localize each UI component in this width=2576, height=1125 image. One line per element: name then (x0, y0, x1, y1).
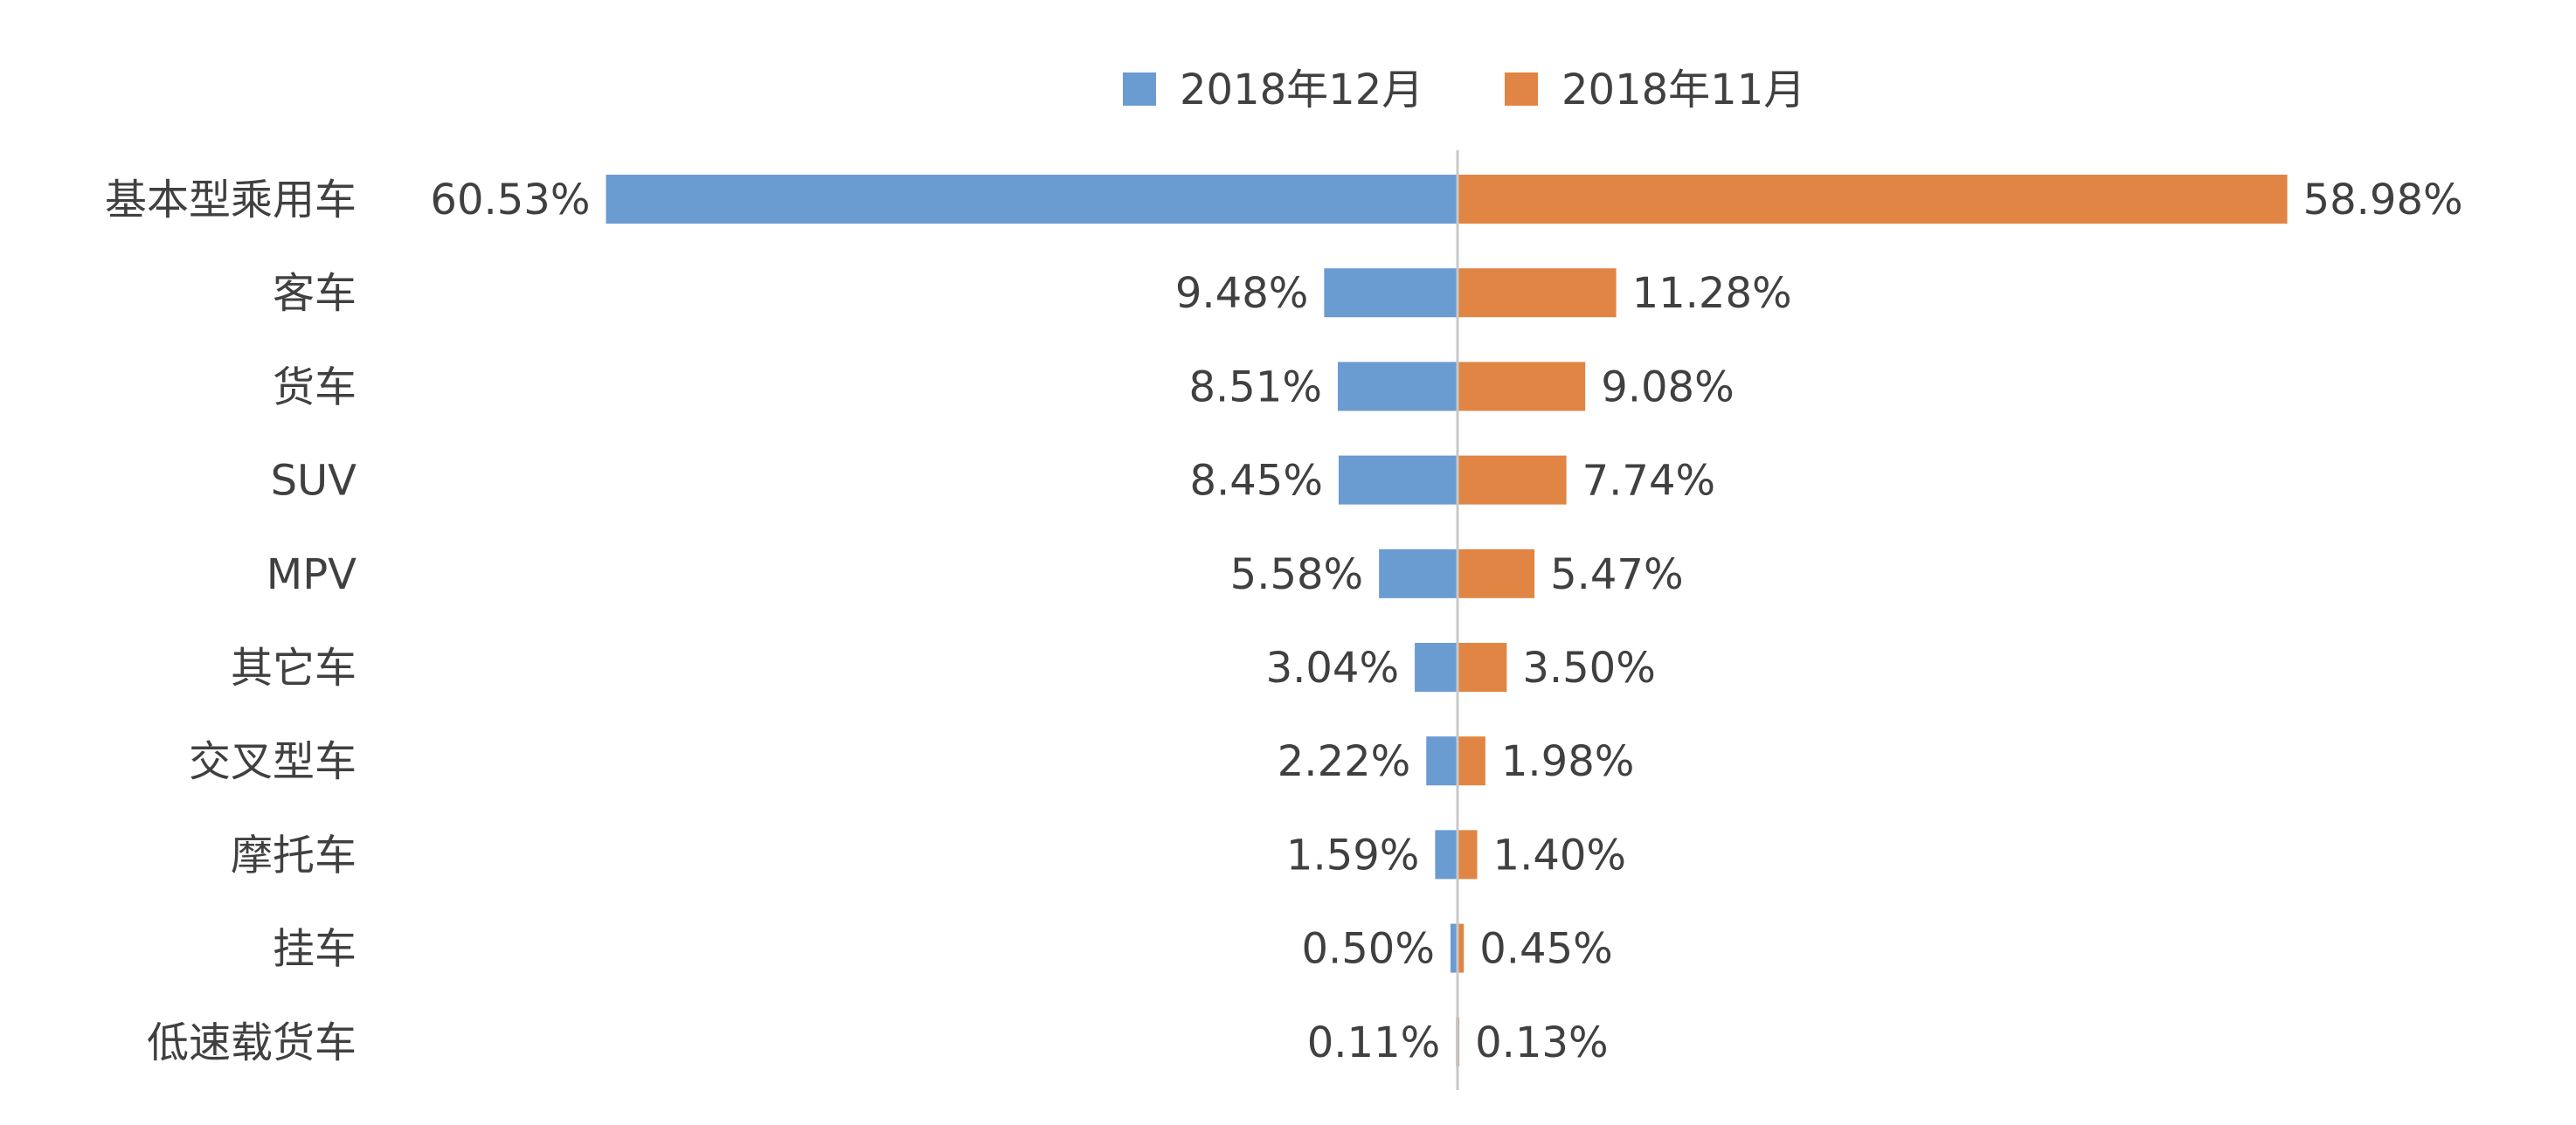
category-label-5: 其它车 (231, 644, 357, 693)
bar-dec-4 (1379, 549, 1458, 598)
value-label-dec-7: 1.59% (1286, 831, 1419, 880)
bar-dec-3 (1338, 455, 1458, 505)
category-label-7: 摩托车 (231, 831, 357, 880)
legend-label-1: 2018年11月 (1562, 66, 1805, 114)
value-label-nov-4: 5.47% (1550, 550, 1683, 599)
value-label-nov-5: 3.50% (1522, 644, 1655, 693)
value-label-dec-5: 3.04% (1266, 644, 1399, 693)
value-label-dec-9: 0.11% (1307, 1018, 1440, 1067)
value-labels: 60.53% 58.98% 9.48% 11.28% 8.51% 9.08% 8.45% 7.… (430, 176, 2462, 1067)
legend: 2018年12月 2018年11月 (1123, 66, 1805, 114)
value-label-dec-0: 60.53% (430, 176, 590, 224)
value-label-nov-8: 0.45% (1479, 925, 1612, 974)
category-label-1: 客车 (273, 269, 357, 318)
bar-nov-2 (1458, 362, 1586, 411)
category-label-8: 挂车 (273, 925, 357, 974)
value-label-dec-1: 9.48% (1175, 269, 1308, 318)
value-label-nov-9: 0.13% (1475, 1018, 1608, 1067)
category-label-9: 低速载货车 (147, 1018, 357, 1067)
legend-label-0: 2018年12月 (1180, 66, 1423, 114)
bar-nov-4 (1458, 549, 1535, 598)
category-label-4: MPV (267, 550, 357, 599)
bar-nov-0 (1458, 175, 2288, 224)
value-label-nov-1: 11.28% (1632, 269, 1792, 318)
category-label-2: 货车 (273, 362, 357, 411)
value-label-nov-2: 9.08% (1601, 362, 1734, 411)
legend-swatch-0 (1123, 72, 1156, 106)
bar-dec-1 (1324, 268, 1458, 318)
bar-dec-5 (1415, 643, 1458, 692)
bar-nov-1 (1458, 268, 1617, 318)
value-label-nov-0: 58.98% (2303, 176, 2463, 224)
bar-nov-7 (1458, 830, 1478, 880)
bars (606, 175, 2288, 1066)
bar-nov-5 (1458, 643, 1507, 692)
bar-dec-6 (1426, 736, 1458, 786)
value-label-dec-3: 8.45% (1189, 457, 1322, 506)
category-label-0: 基本型乘用车 (105, 176, 357, 224)
bar-nov-8 (1458, 923, 1465, 973)
bar-dec-0 (606, 175, 1458, 224)
bar-nov-6 (1458, 736, 1485, 786)
value-label-nov-7: 1.40% (1493, 831, 1626, 880)
category-label-6: 交叉型车 (189, 737, 357, 786)
bar-dec-8 (1450, 923, 1458, 973)
value-label-dec-2: 8.51% (1189, 362, 1322, 411)
value-label-dec-4: 5.58% (1230, 550, 1363, 599)
category-label-3: SUV (271, 457, 357, 506)
legend-swatch-1 (1505, 72, 1538, 106)
bar-dec-2 (1337, 362, 1458, 411)
value-label-nov-3: 7.74% (1582, 457, 1715, 506)
value-label-dec-6: 2.22% (1278, 737, 1410, 786)
bar-nov-3 (1458, 455, 1567, 505)
value-label-dec-8: 0.50% (1301, 925, 1434, 974)
value-label-nov-6: 1.98% (1501, 737, 1634, 786)
bar-dec-7 (1435, 830, 1458, 880)
